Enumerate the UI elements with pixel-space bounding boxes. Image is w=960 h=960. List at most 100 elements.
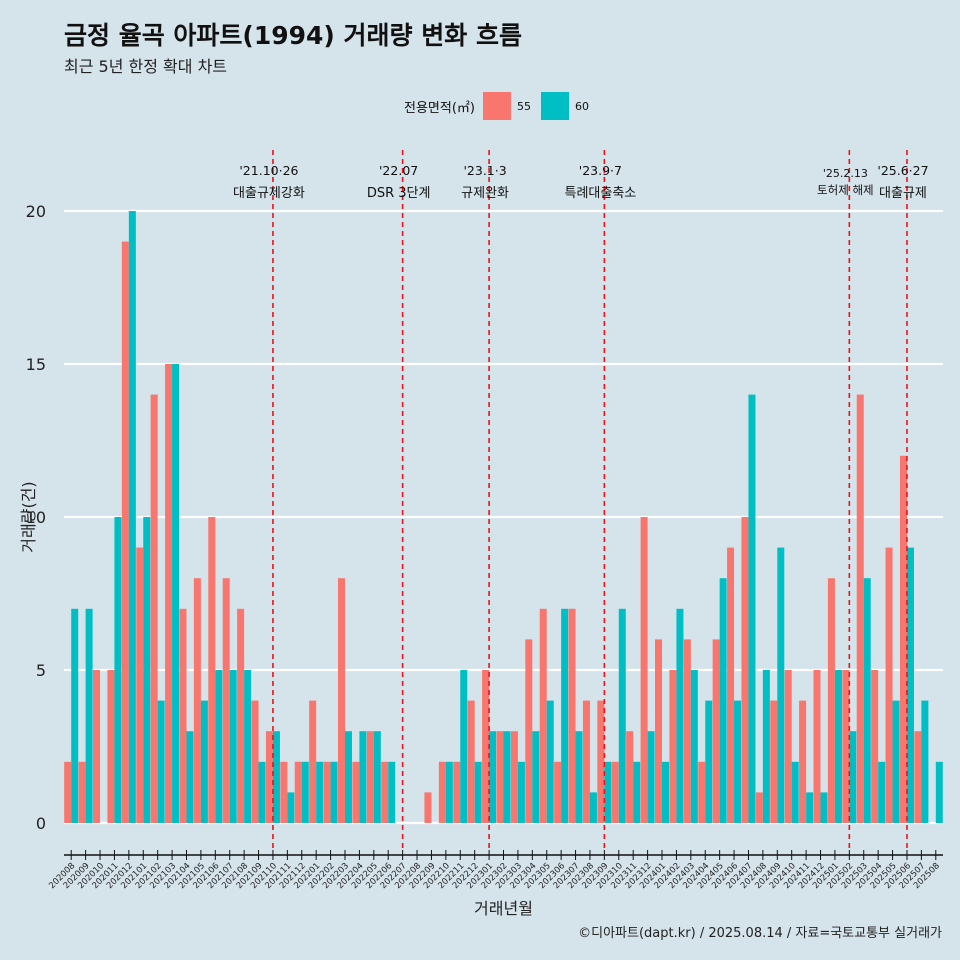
bar-55-202402 (669, 670, 677, 823)
bar-55-202410 (784, 670, 792, 823)
bar-60-202012 (128, 211, 136, 823)
bar-60-202402 (676, 608, 684, 823)
bar-55-202403 (683, 639, 691, 823)
bar-60-202411 (806, 792, 814, 823)
bar-55-202109 (251, 700, 259, 823)
legend-label-60: 60 (574, 99, 589, 113)
bar-55-202408 (755, 792, 763, 823)
bar-55-202112 (294, 761, 302, 823)
bar-55-202111 (280, 761, 288, 823)
bar-55-202304 (525, 639, 533, 823)
bar-60-202405 (719, 578, 727, 823)
bar-55-202506 (899, 455, 907, 823)
bar-55-202108 (237, 608, 245, 823)
bar-55-202405 (712, 639, 720, 823)
event-date-202207: '22.07 (379, 163, 418, 178)
bar-60-202408 (762, 670, 770, 823)
bar-55-202211 (453, 761, 461, 823)
source-caption: ©디아파트(dapt.kr) / 2025.08.14 / 자료=국토교통부 실… (578, 926, 942, 941)
bar-55-202212 (467, 700, 475, 823)
bar-55-202407 (741, 517, 749, 823)
bar-55-202203 (337, 578, 345, 823)
bar-55-202302 (496, 731, 504, 823)
bar-60-202112 (301, 761, 309, 823)
bar-60-202507 (921, 700, 929, 823)
bar-60-202505 (892, 700, 900, 823)
bar-60-202105 (200, 700, 208, 823)
bar-55-202101 (136, 547, 144, 823)
bar-55-202103 (165, 364, 173, 823)
bar-55-202505 (885, 547, 893, 823)
bar-60-202303 (517, 761, 525, 823)
bar-55-202009 (78, 761, 86, 823)
bar-55-202312 (640, 517, 648, 823)
bar-60-202205 (373, 731, 381, 823)
bar-60-202206 (388, 761, 396, 823)
bar-55-202307 (568, 608, 576, 823)
bar-60-202102 (157, 700, 165, 823)
bar-60-202212 (474, 761, 482, 823)
bar-55-202202 (323, 761, 331, 823)
y-tick-label: 10 (26, 508, 46, 527)
legend-title: 전용면적(㎡) (404, 100, 475, 116)
bar-60-202301 (489, 731, 497, 823)
event-label-202110: 대출규제강화 (233, 186, 305, 201)
bar-55-202311 (626, 731, 634, 823)
bar-55-202501 (827, 578, 835, 823)
bar-55-202104 (179, 608, 187, 823)
bar-60-202204 (359, 731, 367, 823)
bar-60-202101 (143, 517, 151, 823)
event-date-202301: '23.1·3 (463, 163, 506, 178)
chart-subtitle: 최근 5년 한정 확대 차트 (64, 57, 228, 76)
bar-55-202110 (265, 731, 273, 823)
event-label-202207: DSR 3단계 (367, 186, 431, 201)
bar-60-202107 (229, 670, 237, 823)
bar-60-202008 (71, 608, 79, 823)
bar-60-202202 (330, 761, 338, 823)
bar-60-202504 (878, 761, 886, 823)
bar-60-202412 (820, 792, 828, 823)
bar-55-202411 (799, 700, 807, 823)
bar-60-202404 (705, 700, 713, 823)
bar-55-202008 (64, 761, 72, 823)
bar-60-202210 (445, 761, 453, 823)
bar-55-202205 (366, 731, 374, 823)
bar-60-202103 (172, 364, 180, 823)
bar-55-202209 (424, 792, 432, 823)
bar-55-202502 (842, 670, 850, 823)
legend-key-60 (540, 92, 569, 120)
bar-60-202310 (618, 608, 626, 823)
bar-60-202304 (532, 731, 540, 823)
bar-60-202309 (604, 761, 612, 823)
bar-60-202106 (215, 670, 223, 823)
bar-60-202211 (460, 670, 468, 823)
bar-55-202105 (193, 578, 201, 823)
legend-label-55: 55 (516, 99, 531, 113)
bar-60-202111 (287, 792, 295, 823)
bar-60-202306 (561, 608, 569, 823)
bar-55-202012 (121, 241, 129, 824)
bar-60-202409 (777, 547, 785, 823)
bar-55-202406 (727, 547, 735, 823)
bar-60-202410 (791, 761, 799, 823)
bar-60-202110 (272, 731, 280, 823)
bar-55-202010 (93, 670, 101, 823)
chart-title: 금정 율곡 아파트(1994) 거래량 변화 흐름 (64, 21, 522, 50)
event-label-202301: 규제완화 (461, 186, 509, 201)
bar-60-202201 (316, 761, 324, 823)
legend-key-55 (482, 92, 511, 120)
bar-60-202307 (575, 731, 583, 823)
y-axis-title: 거래량(건) (19, 481, 38, 552)
event-label-202309: 특례대출축소 (564, 186, 636, 201)
y-tick-label: 15 (26, 355, 46, 374)
bar-55-202011 (107, 670, 115, 823)
bar-60-202104 (186, 731, 194, 823)
bar-55-202404 (698, 761, 706, 823)
event-date-202110: '21.10·26 (239, 163, 298, 178)
y-tick-label: 20 (26, 202, 46, 221)
legend: 전용면적(㎡) 55 60 (404, 92, 599, 120)
bar-55-202201 (309, 700, 317, 823)
bar-60-202011 (114, 517, 122, 823)
bar-60-202407 (748, 394, 756, 823)
